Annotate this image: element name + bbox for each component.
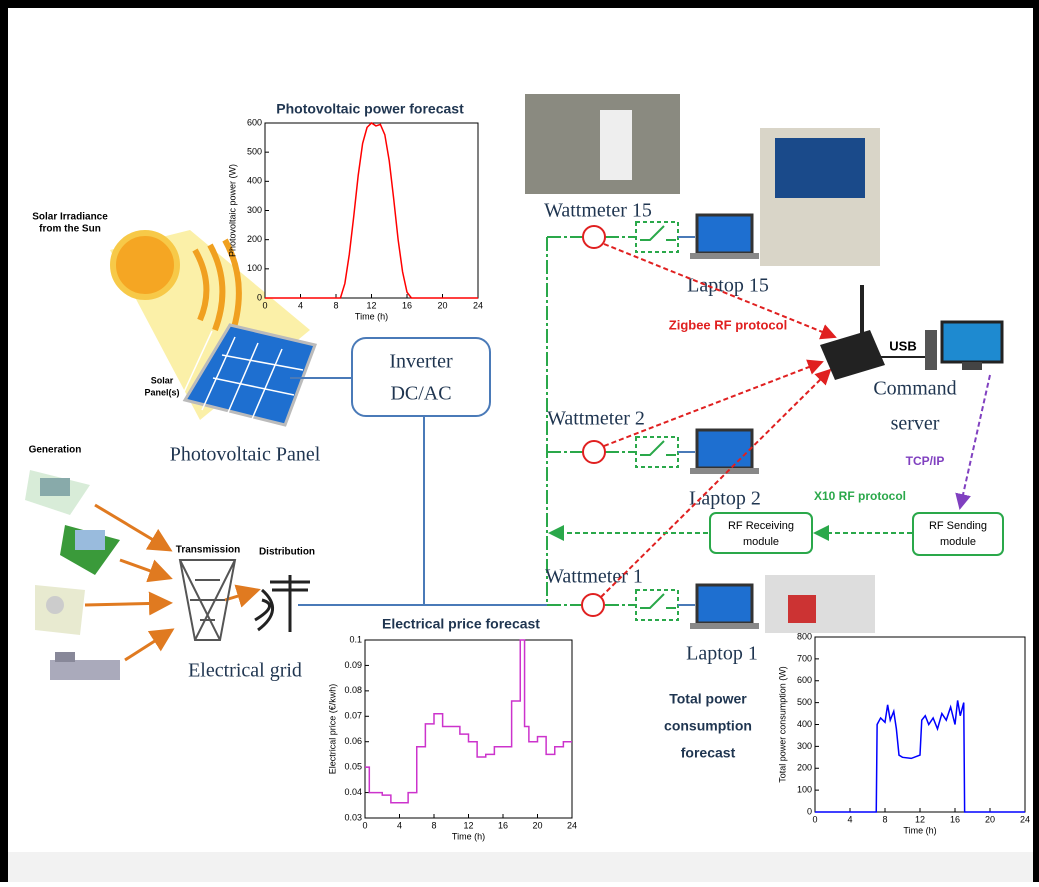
chart: 0 4 8 12 16 20 24 0 100 200 300 400 500 600 Time (h) Ph… [227, 101, 483, 322]
label: Total power [669, 691, 747, 707]
y-tick-label: 600 [247, 117, 262, 127]
y-tick-label: 0 [807, 806, 812, 816]
y-tick-label: 0.09 [344, 660, 362, 670]
y-tick-label: 0.04 [344, 787, 362, 797]
x-axis-label: Time (h) [355, 311, 388, 321]
y-tick-label: 0.07 [344, 711, 362, 721]
label: forecast [681, 745, 736, 761]
label: Inverter [389, 351, 453, 373]
y-tick-label: 0.03 [344, 812, 362, 822]
chart: 0 4 8 12 16 20 24 0.03 0.04 0.05 0.06 0.07 0.08 0.09 0… [327, 616, 577, 842]
sun [113, 233, 177, 297]
label: Photovoltaic Panel [170, 444, 321, 466]
x-tick-label: 8 [431, 820, 436, 830]
x-tick-label: 24 [473, 300, 483, 310]
x-tick-label: 12 [915, 814, 925, 824]
label: Laptop 15 [687, 275, 769, 297]
y-tick-label: 500 [247, 147, 262, 157]
photo-plug-detail [788, 595, 816, 623]
label: RF Receiving [728, 520, 794, 532]
x-tick-label: 4 [847, 814, 852, 824]
label: Solar [151, 375, 174, 385]
label: TCP/IP [906, 454, 945, 468]
y-tick-label: 500 [797, 697, 812, 707]
x-tick-label: 4 [397, 820, 402, 830]
y-tick-label: 100 [797, 785, 812, 795]
y-tick-label: 600 [797, 675, 812, 685]
label: Zigbee RF protocol [669, 317, 787, 332]
label: Solar Irradiance [32, 212, 108, 223]
x-axis-label: Time (h) [452, 831, 485, 841]
x-tick-label: 24 [567, 820, 577, 830]
y-tick-label: 800 [797, 631, 812, 641]
plot-area [265, 123, 478, 298]
x-tick-label: 0 [362, 820, 367, 830]
x-tick-label: 0 [262, 300, 267, 310]
y-tick-label: 300 [247, 205, 262, 215]
footer-band [8, 852, 1033, 882]
x-tick-label: 12 [366, 300, 376, 310]
chart-title: Electrical price forecast [382, 616, 540, 632]
y-tick-label: 0.05 [344, 762, 362, 772]
y-tick-label: 100 [247, 263, 262, 273]
label: module [743, 536, 779, 548]
y-tick-label: 0 [257, 292, 262, 302]
label: X10 RF protocol [814, 489, 906, 503]
y-axis-label: Photovoltaic power (W) [227, 164, 237, 257]
x-tick-label: 16 [402, 300, 412, 310]
y-axis-label: Electrical price (€/kwh) [327, 684, 337, 775]
chart: 0 4 8 12 16 20 24 0 100 200 300 400 500 600 700 800 Time… [777, 631, 1030, 835]
label: Laptop 1 [686, 643, 758, 665]
y-axis-label: Total power consumption (W) [777, 666, 787, 783]
x-tick-label: 16 [950, 814, 960, 824]
plot-area [815, 637, 1025, 812]
label: Command [873, 378, 956, 400]
label: from the Sun [39, 224, 101, 235]
y-tick-label: 200 [797, 763, 812, 773]
label: Generation [29, 445, 82, 456]
x-tick-label: 4 [298, 300, 303, 310]
x-tick-label: 8 [333, 300, 338, 310]
y-tick-label: 0.1 [349, 634, 362, 644]
plot-area [365, 640, 572, 818]
x-tick-label: 20 [532, 820, 542, 830]
label: server [891, 413, 940, 435]
photo-laptop-screen [775, 138, 865, 198]
label: USB [889, 338, 916, 353]
diagram: Solar Irradiance from the Sun Solar Pane… [0, 0, 1039, 882]
y-tick-label: 700 [797, 653, 812, 663]
y-tick-label: 0.08 [344, 685, 362, 695]
y-tick-label: 400 [247, 176, 262, 186]
label: Wattmeter 2 [547, 408, 645, 430]
label: Electrical grid [188, 660, 302, 682]
x-tick-label: 20 [985, 814, 995, 824]
x-tick-label: 12 [463, 820, 473, 830]
x-tick-label: 24 [1020, 814, 1030, 824]
y-tick-label: 200 [247, 234, 262, 244]
label: Panel(s) [144, 387, 179, 397]
x-tick-label: 20 [437, 300, 447, 310]
label: DC/AC [390, 383, 451, 405]
label: Wattmeter 1 [545, 566, 643, 588]
label: consumption [664, 718, 752, 734]
label: module [940, 536, 976, 548]
photo-wattmeter-device [600, 110, 632, 180]
label: Distribution [259, 547, 315, 558]
y-tick-label: 400 [797, 719, 812, 729]
x-tick-label: 16 [498, 820, 508, 830]
photo-plug [765, 575, 875, 633]
y-tick-label: 300 [797, 741, 812, 751]
y-tick-label: 0.06 [344, 736, 362, 746]
x-tick-label: 8 [882, 814, 887, 824]
label: Wattmeter 15 [544, 200, 652, 222]
label: Transmission [176, 545, 240, 556]
chart-title: Photovoltaic power forecast [276, 101, 464, 117]
label: RF Sending [929, 520, 987, 532]
x-axis-label: Time (h) [903, 825, 936, 835]
x-tick-label: 0 [812, 814, 817, 824]
